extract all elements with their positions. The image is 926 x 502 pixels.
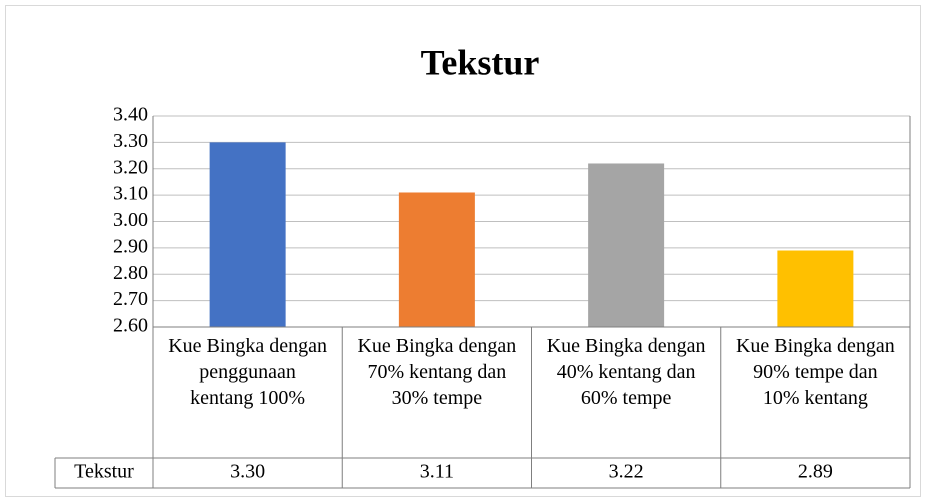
category-cell: Kue Bingka dengan 40% kentang dan 60% te… — [546, 335, 706, 409]
value-label: 3.30 — [230, 461, 265, 483]
series-name: Tekstur — [74, 461, 134, 483]
value-label: 3.22 — [609, 461, 644, 483]
y-tick-label: 3.40 — [113, 104, 148, 126]
bar — [588, 163, 665, 327]
y-tick-label: 2.90 — [113, 235, 148, 257]
y-tick-label: 3.20 — [113, 156, 148, 178]
x-tick-label: Kue Bingka dengan 70% kentang dan 30% te… — [357, 335, 517, 409]
x-tick-label: Kue Bingka dengan 40% kentang dan 60% te… — [546, 335, 706, 409]
value-label: 3.11 — [420, 461, 454, 483]
chart-title: Tekstur — [421, 42, 540, 82]
value-label: 2.89 — [798, 461, 833, 483]
bar — [398, 192, 475, 327]
y-tick-label: 3.10 — [113, 183, 148, 205]
x-tick-label: Kue Bingka dengan 90% tempe dan 10% kent… — [735, 335, 895, 409]
y-tick-label: 2.80 — [113, 262, 148, 284]
y-tick-label: 3.00 — [113, 209, 148, 231]
y-tick-label: 3.30 — [113, 130, 148, 152]
category-cell: Kue Bingka dengan penggunaan kentang 100… — [168, 335, 328, 409]
y-tick-label: 2.70 — [113, 288, 148, 310]
category-cell: Kue Bingka dengan 70% kentang dan 30% te… — [357, 335, 517, 409]
bar — [777, 250, 854, 327]
x-tick-label: Kue Bingka dengan penggunaan kentang 100… — [168, 335, 328, 409]
category-cell: Kue Bingka dengan 90% tempe dan 10% kent… — [735, 335, 895, 409]
y-tick-label: 2.60 — [113, 315, 148, 337]
bar — [209, 142, 286, 327]
